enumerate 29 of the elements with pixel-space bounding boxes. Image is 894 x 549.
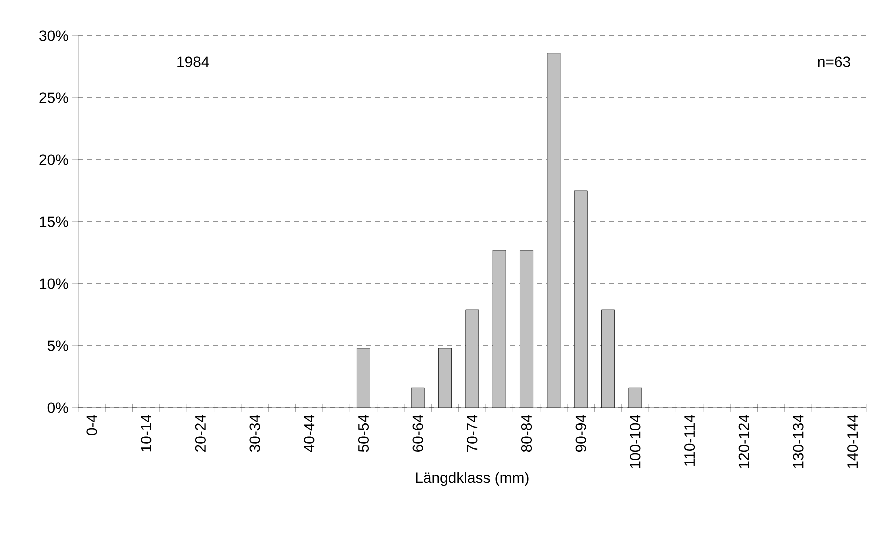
bar: [411, 388, 425, 408]
x-tick-label: 50-54: [358, 414, 370, 452]
y-tick-label: 5%: [48, 340, 68, 352]
x-tick-label: 90-94: [576, 414, 586, 452]
y-tick-label: 30%: [40, 30, 68, 42]
x-tick-label: 20-24: [195, 414, 206, 452]
annotation: n=63: [818, 56, 850, 68]
x-axis-title: Längdklass (mm): [416, 472, 529, 486]
y-tick-label: 0%: [48, 402, 68, 414]
y-tick-label: 15%: [40, 216, 68, 228]
x-tick-label: 60-64: [412, 414, 424, 452]
y-tick-label: 10%: [40, 278, 68, 290]
x-tick-label: 0-4: [86, 414, 98, 436]
bar: [492, 250, 506, 408]
bar: [466, 310, 480, 408]
x-tick-label: 40-44: [304, 414, 315, 452]
y-tick-label: 25%: [40, 92, 68, 104]
x-tick-label: 80-84: [521, 414, 532, 452]
x-tick-label: 70-74: [467, 414, 478, 452]
x-tick-label: 30-34: [250, 414, 260, 452]
x-tick-label: 130-134: [793, 414, 804, 468]
bar: [628, 388, 642, 408]
annotation: 1984: [178, 56, 210, 68]
x-tick-label: 100-104: [630, 414, 641, 468]
y-tick-label: 20%: [40, 154, 68, 166]
x-tick-label: 110-114: [684, 414, 696, 466]
x-tick-label: 120-124: [738, 414, 750, 468]
x-tick-label: 10-14: [141, 414, 152, 452]
x-tick-label: 140-144: [848, 414, 858, 468]
